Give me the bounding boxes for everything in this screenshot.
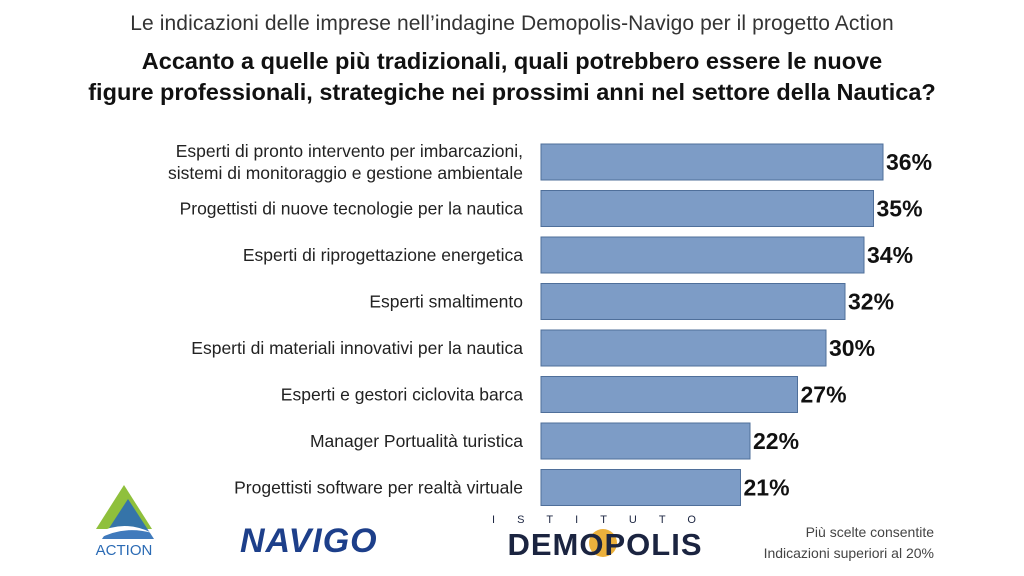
category-label-3: Esperti di riprogettazione energetica bbox=[243, 245, 523, 265]
chart-title: Accanto a quelle più tradizionali, quali… bbox=[0, 46, 1024, 108]
value-label-3: 34% bbox=[867, 242, 913, 268]
action-logo-wave bbox=[98, 526, 152, 539]
value-label-8: 21% bbox=[744, 475, 790, 501]
category-label-2: Progettisti di nuove tecnologie per la n… bbox=[180, 199, 524, 219]
value-label-5: 30% bbox=[829, 335, 875, 361]
bar-4 bbox=[540, 283, 846, 320]
chart-title-line-2: figure professionali, strategiche nei pr… bbox=[88, 79, 936, 105]
category-label-1-line-2: sistemi di monitoraggio e gestione ambie… bbox=[168, 163, 523, 183]
footer-note: Più scelte consentite Indicazioni superi… bbox=[764, 522, 934, 564]
demopolis-logo-text: DEMOPOLIS bbox=[507, 527, 702, 561]
navigo-logo: NAVIGO bbox=[240, 522, 378, 561]
action-logo: ACTION bbox=[96, 485, 154, 559]
value-label-7: 22% bbox=[753, 428, 799, 454]
category-label-1-line-1: Esperti di pronto intervento per imbarca… bbox=[176, 141, 523, 161]
bar-2 bbox=[540, 190, 874, 227]
demopolis-logo: ISTITUTO DEMOPOLIS bbox=[492, 514, 718, 561]
footer-note-line-1: Più scelte consentite bbox=[805, 524, 934, 540]
value-label-1: 36% bbox=[886, 149, 932, 175]
bar-7 bbox=[540, 422, 751, 460]
value-label-4: 32% bbox=[848, 289, 894, 315]
bar-3 bbox=[540, 236, 865, 274]
bar-1 bbox=[540, 143, 884, 181]
category-label-4: Esperti smaltimento bbox=[369, 292, 523, 312]
action-logo-text: ACTION bbox=[96, 542, 153, 559]
bar-5 bbox=[540, 329, 827, 367]
category-label-8: Progettisti software per realtà virtuale bbox=[234, 478, 523, 498]
footer-note-line-2: Indicazioni superiori al 20% bbox=[763, 545, 934, 561]
chart-title-line-1: Accanto a quelle più tradizionali, quali… bbox=[141, 48, 883, 74]
category-label-5: Esperti di materiali innovativi per la n… bbox=[191, 338, 523, 358]
category-label-7: Manager Portualità turistica bbox=[310, 431, 523, 451]
demopolis-logo-istituto: ISTITUTO bbox=[492, 514, 718, 526]
bar-6 bbox=[540, 376, 798, 413]
chart-subtitle: Le indicazioni delle imprese nell’indagi… bbox=[130, 12, 894, 35]
demopolis-logo-sun bbox=[589, 529, 617, 557]
navigo-logo-text: NAVIGO bbox=[240, 522, 378, 560]
bar-8 bbox=[540, 469, 741, 506]
category-label-6: Esperti e gestori ciclovita barca bbox=[281, 385, 523, 405]
value-label-6: 27% bbox=[801, 382, 847, 408]
value-label-2: 35% bbox=[877, 196, 923, 222]
